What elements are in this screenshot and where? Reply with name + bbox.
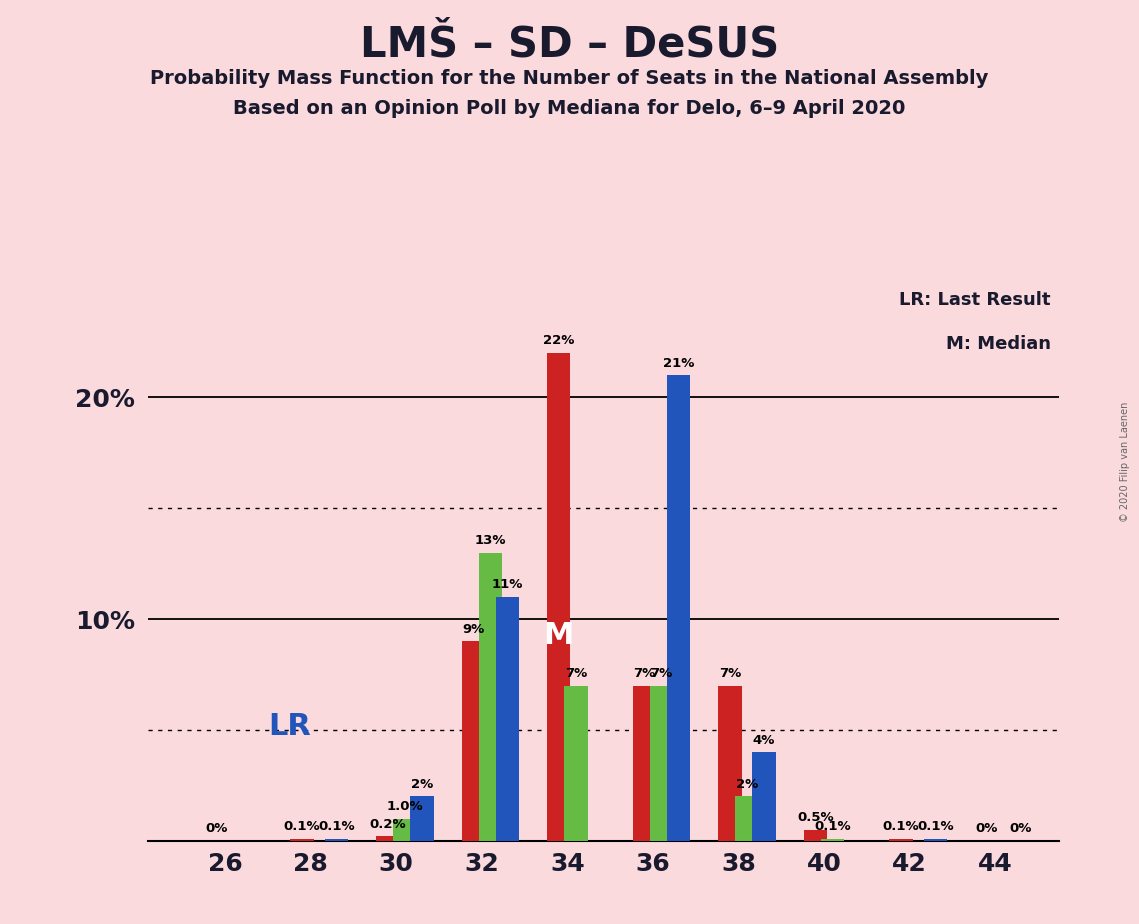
Text: 13%: 13%	[475, 534, 506, 547]
Bar	[924, 839, 947, 841]
Bar	[547, 353, 571, 841]
Text: 0.1%: 0.1%	[917, 821, 953, 833]
Bar	[325, 839, 349, 841]
Bar	[890, 839, 912, 841]
Bar	[376, 836, 400, 841]
Bar	[649, 686, 673, 841]
Text: 0.1%: 0.1%	[318, 821, 354, 833]
Text: 7%: 7%	[719, 667, 741, 680]
Bar	[719, 686, 741, 841]
Text: Based on an Opinion Poll by Mediana for Delo, 6–9 April 2020: Based on an Opinion Poll by Mediana for …	[233, 99, 906, 118]
Text: 0.5%: 0.5%	[797, 811, 834, 824]
Bar	[478, 553, 502, 841]
Text: 0.2%: 0.2%	[369, 818, 405, 831]
Text: 0%: 0%	[1009, 822, 1032, 835]
Text: 7%: 7%	[650, 667, 672, 680]
Bar	[736, 796, 759, 841]
Bar	[753, 752, 776, 841]
Text: 0%: 0%	[975, 822, 998, 835]
Text: 0.1%: 0.1%	[814, 821, 851, 833]
Text: LR: LR	[268, 712, 311, 741]
Text: 4%: 4%	[753, 734, 776, 747]
Text: 0.1%: 0.1%	[284, 821, 320, 833]
Text: 7%: 7%	[633, 667, 655, 680]
Bar	[821, 839, 844, 841]
Text: 9%: 9%	[462, 623, 484, 636]
Bar	[290, 839, 313, 841]
Text: LMŠ – SD – DeSUS: LMŠ – SD – DeSUS	[360, 23, 779, 65]
Bar	[393, 819, 417, 841]
Text: 21%: 21%	[663, 357, 695, 370]
Text: 0%: 0%	[205, 822, 228, 835]
Text: 7%: 7%	[565, 667, 587, 680]
Text: 0.1%: 0.1%	[883, 821, 919, 833]
Bar	[632, 686, 656, 841]
Text: 11%: 11%	[492, 578, 523, 591]
Text: © 2020 Filip van Laenen: © 2020 Filip van Laenen	[1121, 402, 1130, 522]
Bar	[410, 796, 434, 841]
Text: M: M	[543, 622, 574, 650]
Bar	[495, 597, 519, 841]
Bar	[666, 375, 690, 841]
Text: Probability Mass Function for the Number of Seats in the National Assembly: Probability Mass Function for the Number…	[150, 69, 989, 89]
Bar	[461, 641, 485, 841]
Text: 22%: 22%	[543, 334, 574, 347]
Bar	[564, 686, 588, 841]
Text: M: Median: M: Median	[945, 335, 1050, 353]
Bar	[804, 830, 827, 841]
Text: 2%: 2%	[411, 778, 433, 791]
Text: 1.0%: 1.0%	[386, 800, 423, 813]
Text: 2%: 2%	[736, 778, 759, 791]
Text: LR: Last Result: LR: Last Result	[899, 291, 1050, 309]
